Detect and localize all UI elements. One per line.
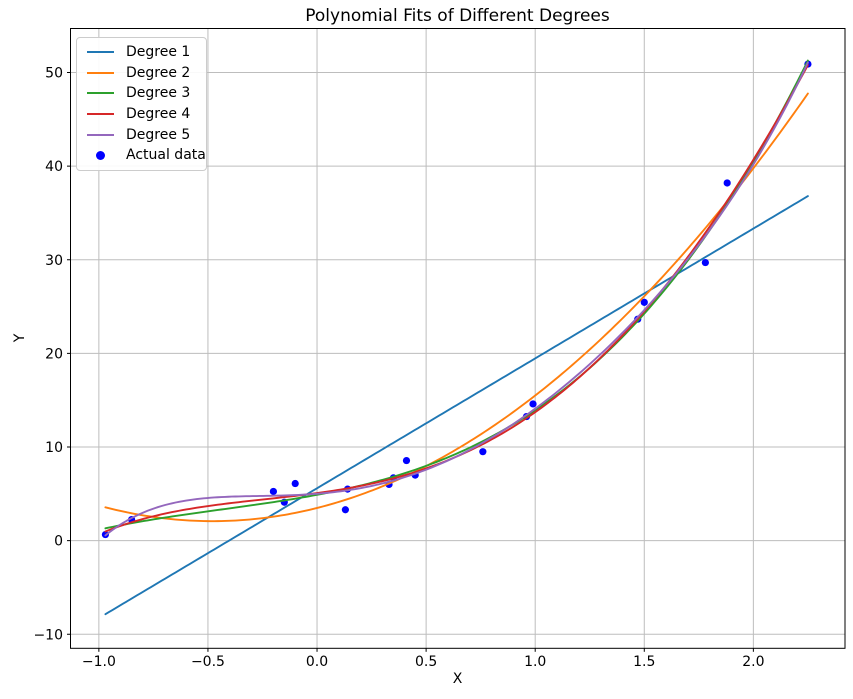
legend-sample [86,133,114,136]
legend-label: Degree 4 [126,106,191,123]
fit-curve-degree-5 [104,61,809,537]
data-point [723,179,731,187]
y-tick-label: 0 [54,534,63,550]
y-tick-label: −10 [33,627,63,643]
degree-1-line-sample [86,51,114,54]
legend-label: Degree 1 [126,44,191,61]
degree-4-line-sample [86,113,114,116]
legend-item-degree-1: Degree 1 [86,42,206,63]
data-point [529,400,537,408]
x-tick-label: 2.0 [742,654,764,670]
legend-label: Degree 5 [126,126,191,143]
x-axis-label: X [452,671,463,687]
y-tick-label: 10 [45,440,63,456]
chart-title: Polynomial Fits of Different Degrees [305,6,610,26]
y-tick-label: 50 [45,66,63,82]
x-tick-label: 1.0 [524,654,546,670]
grid-layer [70,28,845,649]
legend-sample [86,113,114,116]
legend-item-actual-data: Actual data [86,145,206,166]
legend-item-degree-4: Degree 4 [86,104,206,125]
fit-curve-degree-4 [104,64,809,533]
legend-label: Degree 2 [126,64,191,81]
x-tick-label: −1.0 [82,654,116,670]
y-axis-label: Y [12,333,28,343]
y-tick-label: 20 [45,346,63,362]
degree-3-line-sample [86,92,114,95]
x-tick-label: −0.5 [191,654,225,670]
legend-sample [86,51,114,54]
data-point [640,298,648,306]
degree-2-line-sample [86,71,114,74]
y-tick-label: 40 [45,159,63,175]
data-point [479,448,487,456]
fit-curve-degree-1 [104,195,809,616]
degree-5-line-sample [86,133,114,136]
legend-sample [86,150,114,160]
legend-label: Degree 3 [126,85,191,102]
legend-item-degree-3: Degree 3 [86,83,206,104]
legend-sample [86,71,114,74]
data-point [701,258,709,267]
ticks-layer: −1.0 −0.5 0.0 0.5 1.0 1.5 2.0 −10 0 10 20 30 40 50 [33,66,764,670]
axes-spines [70,28,846,649]
y-tick-label: 30 [45,253,63,269]
x-tick-label: 1.5 [633,654,655,670]
legend-item-degree-2: Degree 2 [86,63,206,84]
fit-curve-degree-3 [104,59,809,530]
data-point [269,487,277,496]
actual-data-marker-sample [95,150,105,160]
x-tick-label: 0.5 [415,654,437,670]
legend-item-degree-5: Degree 5 [86,124,206,145]
legend-sample [86,92,114,95]
fit-curves-layer [104,59,809,616]
data-point [341,506,349,514]
x-tick-label: 0.0 [306,654,328,670]
legend: Degree 1 Degree 2 Degree 3 Degree 4 Degr… [76,37,207,171]
data-point [291,479,299,488]
fit-curve-degree-2 [104,92,809,523]
data-point [402,456,411,465]
legend-label: Actual data [126,147,206,164]
